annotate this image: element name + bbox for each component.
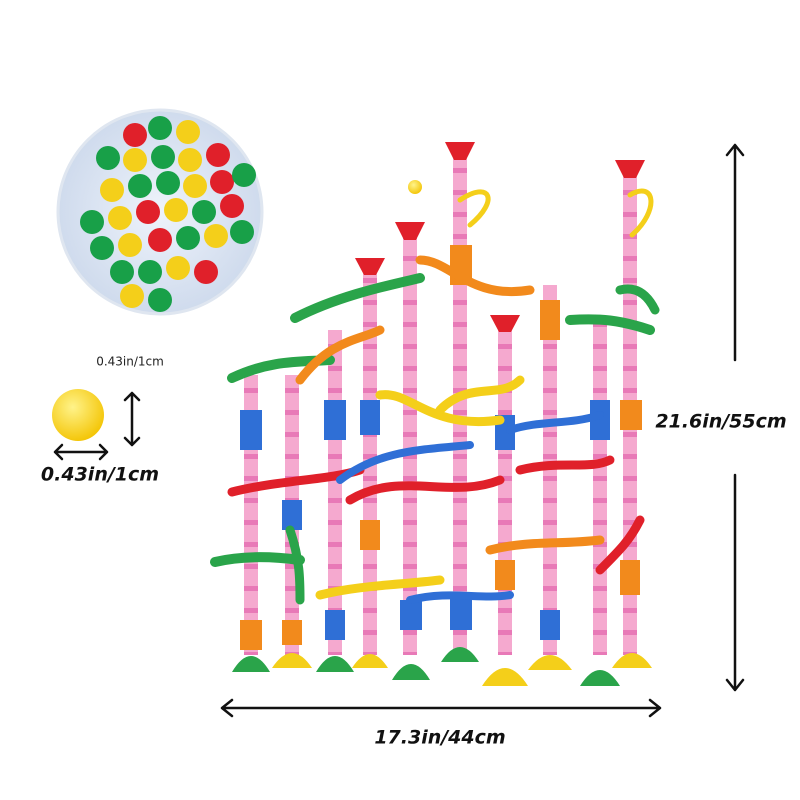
marble-run	[210, 142, 660, 686]
balls-photo	[56, 108, 264, 316]
ball-width-arrow	[53, 443, 109, 461]
ball-width-label: 0.43in/1cm	[41, 464, 159, 486]
toy-height-label: 21.6in/55cm	[655, 411, 786, 433]
height-arrow-top	[725, 143, 745, 362]
ball	[52, 389, 104, 441]
height-arrow-bottom	[725, 473, 745, 692]
width-arrow	[220, 698, 662, 718]
ball-height-arrow	[123, 391, 141, 447]
toy-width-label: 17.3in/44cm	[374, 727, 505, 749]
ball-height-label: 0.43in/1cm	[96, 355, 164, 369]
